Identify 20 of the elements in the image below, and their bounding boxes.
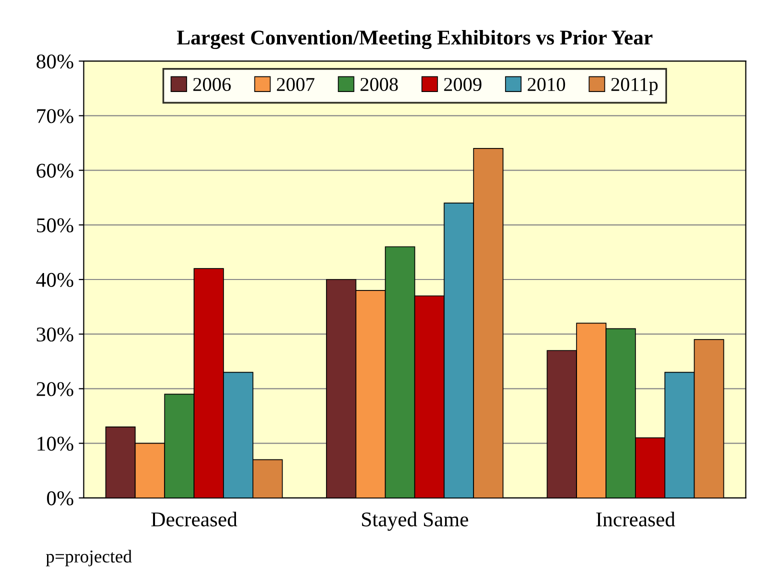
- legend-label: 2009: [444, 78, 482, 92]
- x-tick-label: Decreased: [151, 512, 238, 526]
- legend-label: 2011p: [611, 78, 658, 95]
- x-tick-label: Stayed Same: [362, 512, 468, 531]
- y-tick-label: 60%: [36, 164, 74, 178]
- y-tick-label: 20%: [36, 382, 74, 396]
- y-tick-label: 0%: [47, 491, 74, 506]
- x-tick-label: Increased: [596, 512, 676, 526]
- chart-title: Largest Convention/Meeting Exhibitors vs Prior Year: [176, 30, 652, 50]
- text: p=projected: [46, 550, 132, 566]
- y-tick-label: 30%: [36, 327, 74, 342]
- y-tick-label: 10%: [38, 436, 74, 451]
- y-tick-label: 40%: [36, 272, 74, 288]
- legend-label: 2006: [193, 78, 231, 92]
- y-tick-label: 70%: [37, 109, 74, 124]
- legend-label: 2008: [360, 78, 398, 92]
- legend-label: 2007: [276, 78, 314, 92]
- y-tick-label: 80%: [36, 54, 74, 69]
- y-tick-label: 50%: [37, 218, 74, 232]
- legend-label: 2010: [528, 78, 566, 92]
